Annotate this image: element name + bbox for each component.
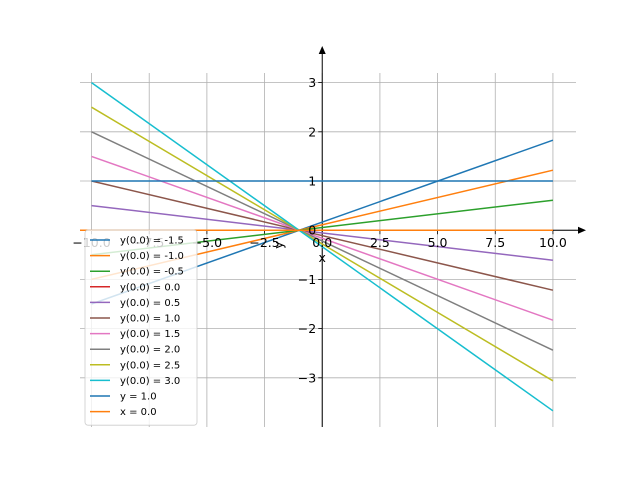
series-line-6 bbox=[91, 155, 554, 321]
x-axis-arrow-icon bbox=[578, 226, 586, 234]
legend-label: y(0.0) = -1.0 bbox=[120, 251, 184, 262]
x-tick-label: 5.0 bbox=[428, 235, 448, 250]
x-tick-label: −2.5 bbox=[249, 235, 279, 250]
legend-label: y(0.0) = 0.5 bbox=[120, 298, 180, 309]
legend-label: x = 0.0 bbox=[120, 407, 157, 418]
y-tick-label: −2 bbox=[298, 321, 316, 336]
y-axis-title: y bbox=[271, 241, 286, 249]
legend-label: y(0.0) = -1.5 bbox=[120, 236, 184, 247]
y-tick-label: 2 bbox=[308, 124, 316, 139]
y-axis-arrow-icon bbox=[318, 46, 326, 54]
x-tick-label: 0.0 bbox=[312, 235, 332, 250]
legend: y(0.0) = -1.5 y(0.0) = -1.0 y(0.0) = -0.5 y… bbox=[84, 229, 198, 426]
y-tick-label: 3 bbox=[308, 75, 316, 90]
series-line-4 bbox=[91, 204, 553, 261]
legend-label: y(0.0) = 2.0 bbox=[120, 345, 180, 356]
legend-label: y(0.0) = 0.0 bbox=[120, 282, 180, 293]
series-line-5 bbox=[91, 180, 554, 291]
x-tick-label: 10.0 bbox=[539, 235, 567, 250]
x-axis-title: x bbox=[319, 250, 326, 265]
legend-label: y(0.0) = 3.0 bbox=[120, 376, 180, 387]
x-tick-label: 7.5 bbox=[485, 235, 505, 250]
series-lines bbox=[80, 81, 554, 412]
y-tick-label: −1 bbox=[298, 272, 316, 287]
y-tick-label: 0 bbox=[308, 223, 316, 238]
legend-label: y(0.0) = -0.5 bbox=[120, 267, 184, 278]
legend-box bbox=[84, 229, 198, 426]
series-line-8 bbox=[91, 106, 554, 382]
series-line-7 bbox=[91, 131, 554, 351]
series-line-9 bbox=[91, 81, 554, 412]
legend-label: y(0.0) = 1.5 bbox=[120, 329, 180, 340]
y-tick-label: 1 bbox=[308, 174, 316, 189]
legend-label: y = 1.0 bbox=[120, 392, 157, 403]
y-tick-label: −3 bbox=[298, 370, 316, 385]
x-tick-label: −5.0 bbox=[192, 235, 222, 250]
x-tick-label: 2.5 bbox=[370, 235, 390, 250]
legend-label: y(0.0) = 2.5 bbox=[120, 360, 180, 371]
legend-label: y(0.0) = 1.0 bbox=[120, 314, 180, 325]
